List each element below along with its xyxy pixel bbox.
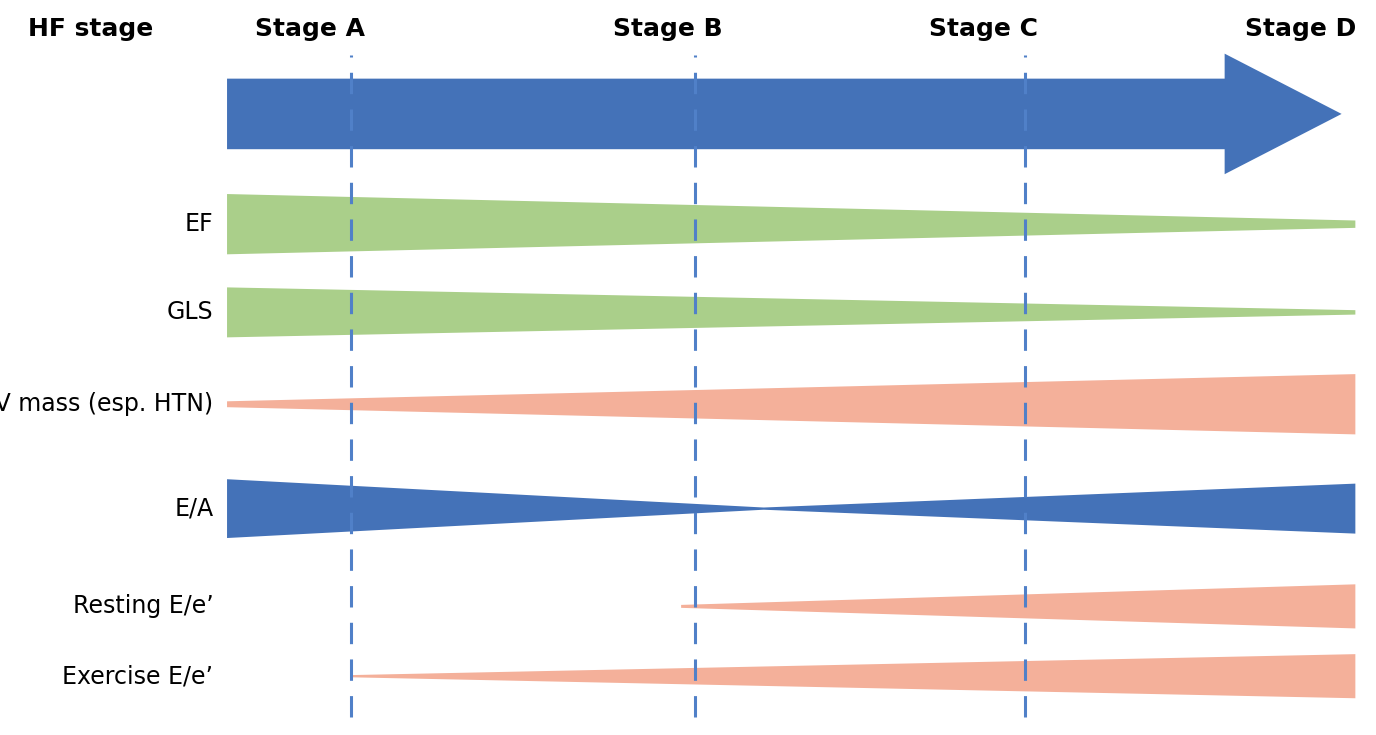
Text: Stage D: Stage D [1245,18,1355,41]
Polygon shape [351,654,1355,698]
Polygon shape [227,194,1355,254]
Text: Stage B: Stage B [612,18,722,41]
Text: Exercise E/e’: Exercise E/e’ [62,664,213,688]
Polygon shape [227,374,1355,434]
Polygon shape [681,584,1355,628]
Text: LV mass (esp. HTN): LV mass (esp. HTN) [0,392,213,416]
Polygon shape [227,479,1355,538]
Text: GLS: GLS [166,301,213,324]
Polygon shape [227,287,1355,337]
Text: Resting E/e’: Resting E/e’ [73,595,213,618]
Text: EF: EF [184,212,213,236]
Text: Stage C: Stage C [929,18,1039,41]
Text: Stage A: Stage A [255,18,365,41]
Text: E/A: E/A [175,497,213,520]
Polygon shape [227,54,1342,174]
Text: HF stage: HF stage [28,18,153,41]
